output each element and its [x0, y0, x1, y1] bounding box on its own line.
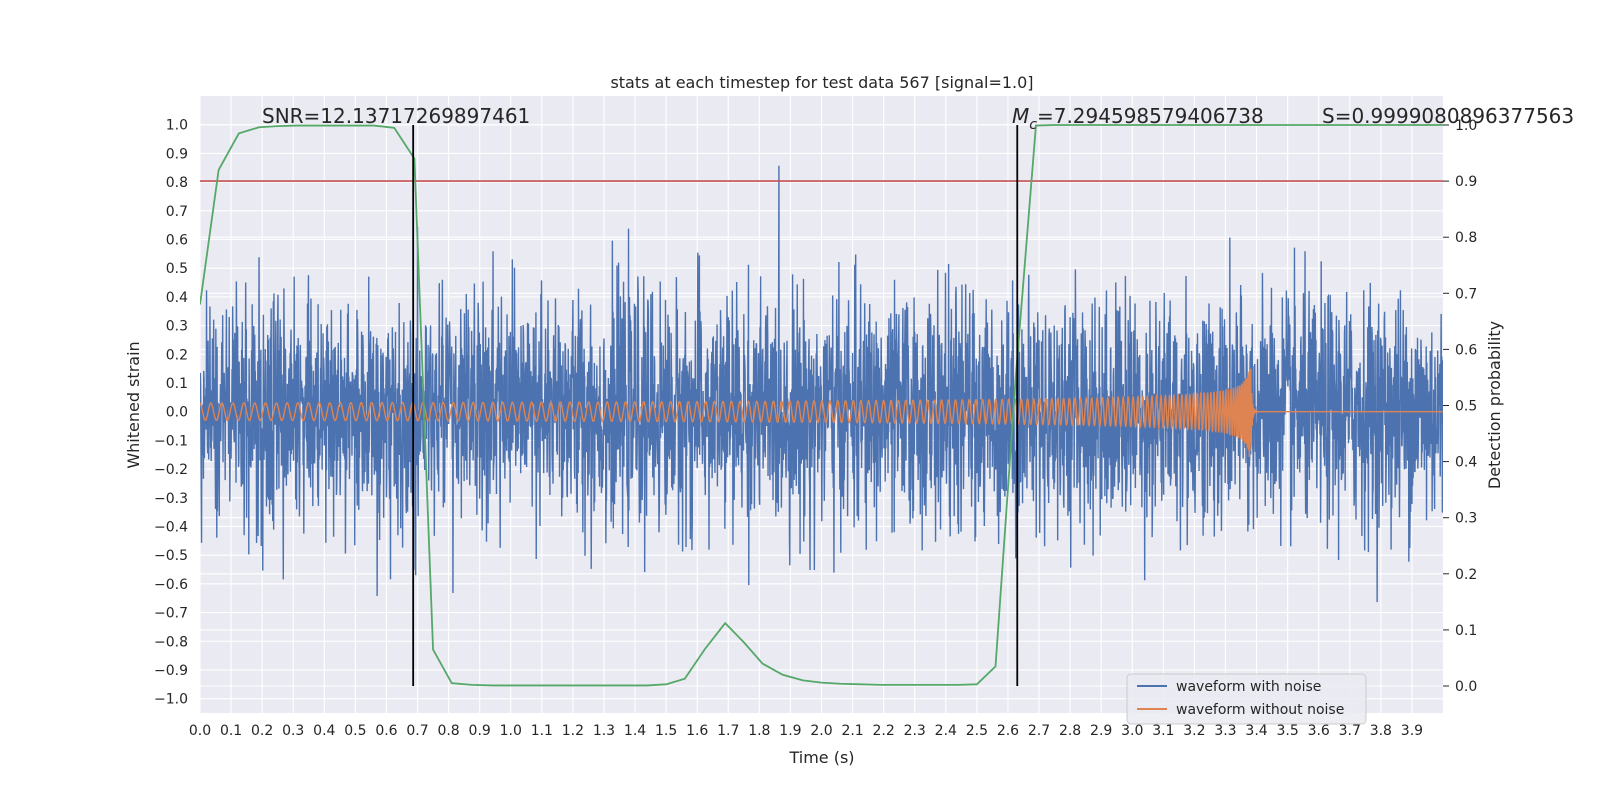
y2-tick-label: 0.4 — [1455, 455, 1477, 471]
x-tick-label: 3.9 — [1401, 723, 1423, 739]
series-detection-probability — [200, 124, 1443, 687]
y-tick-label: 0.2 — [166, 347, 188, 363]
x-tick-label: 3.7 — [1339, 723, 1361, 739]
y-tick-label: 0.0 — [166, 405, 188, 421]
x-axis-ticks: 0.0 0.1 0.2 0.3 0.4 0.5 0.6 0.7 0.8 0.9 1.0 1.1 1.2 1… — [189, 723, 1423, 739]
x-tick-label: 2.6 — [997, 723, 1019, 739]
x-tick-label: 1.8 — [748, 723, 770, 739]
x-tick-label: 3.3 — [1214, 723, 1236, 739]
y-tick-label: −0.1 — [154, 433, 188, 449]
y-tick-label: 0.9 — [166, 146, 188, 162]
y-tick-label: −0.2 — [154, 462, 188, 478]
x-tick-label: 1.0 — [500, 723, 522, 739]
x-tick-label: 0.6 — [375, 723, 397, 739]
chart-title: stats at each timestep for test data 567… — [610, 73, 1033, 92]
y-tick-label: 0.5 — [166, 261, 188, 277]
x-tick-label: 0.8 — [437, 723, 459, 739]
x-tick-label: 3.4 — [1245, 723, 1267, 739]
x-tick-label: 3.8 — [1370, 723, 1392, 739]
y2-tick-label: 0.6 — [1455, 342, 1477, 358]
x-axis-label: Time (s) — [788, 748, 854, 767]
x-tick-label: 1.2 — [562, 723, 584, 739]
y-tick-label: 1.0 — [166, 118, 188, 134]
y-tick-label: −0.3 — [154, 491, 188, 507]
y-axis-label: Whitened strain — [124, 341, 143, 468]
y2-tick-label: 0.8 — [1455, 230, 1477, 246]
y2-tick-label: 0.9 — [1455, 174, 1477, 190]
y2-tick-label: 1.0 — [1455, 118, 1477, 134]
x-tick-label: 2.2 — [873, 723, 895, 739]
chirp-mass-symbol: M — [1012, 104, 1029, 128]
legend: waveform with noise waveform without noi… — [1126, 673, 1367, 725]
x-tick-label: 0.4 — [313, 723, 335, 739]
x-tick-label: 1.4 — [624, 723, 646, 739]
y-tick-label: −0.7 — [154, 606, 188, 622]
y-tick-label: −0.4 — [154, 519, 188, 535]
y-tick-label: 0.8 — [166, 175, 188, 191]
x-tick-label: 1.5 — [655, 723, 677, 739]
y-tick-label: 0.6 — [166, 232, 188, 248]
x-tick-label: 0.3 — [282, 723, 304, 739]
y-tick-label: 0.4 — [166, 290, 188, 306]
y2-tick-label: 0.2 — [1455, 567, 1477, 583]
y-tick-label: −1.0 — [154, 692, 188, 708]
x-tick-label: 1.3 — [593, 723, 615, 739]
x-tick-label: 3.6 — [1308, 723, 1330, 739]
vertical-markers — [412, 125, 1019, 686]
y2-axis-ticks: 1.0 0.9 0.8 0.7 0.6 0.5 0.4 0.3 0.2 0.1 0.0 — [1443, 118, 1477, 695]
x-tick-label: 1.1 — [531, 723, 553, 739]
chirp-mass-value: =7.294598579406738 — [1037, 104, 1264, 128]
x-tick-label: 2.3 — [904, 723, 926, 739]
y2-tick-label: 0.3 — [1455, 511, 1477, 527]
chirp-mass-subscript: c — [1029, 117, 1037, 133]
x-tick-label: 3.5 — [1276, 723, 1298, 739]
y2-tick-label: 0.0 — [1455, 679, 1477, 695]
y-tick-label: −0.8 — [154, 634, 188, 650]
x-tick-label: 2.0 — [810, 723, 832, 739]
x-tick-label: 2.5 — [966, 723, 988, 739]
plot-area — [200, 124, 1443, 687]
x-tick-label: 0.0 — [189, 723, 211, 739]
x-tick-label: 2.9 — [1090, 723, 1112, 739]
y-tick-label: −0.9 — [154, 663, 188, 679]
y2-tick-label: 0.1 — [1455, 623, 1477, 639]
x-tick-label: 0.5 — [344, 723, 366, 739]
legend-box — [1126, 673, 1367, 725]
x-tick-label: 0.7 — [406, 723, 428, 739]
legend-label-waveform-without-noise: waveform without noise — [1176, 702, 1344, 718]
y-axis-ticks: 1.0 0.9 0.8 0.7 0.6 0.5 0.4 0.3 0.2 0.1 0.0 −0.1 −0.… — [154, 118, 188, 708]
detection-score-annotation: S=0.9999080896377563 — [1322, 104, 1574, 128]
x-tick-label: 0.2 — [251, 723, 273, 739]
x-tick-label: 1.6 — [686, 723, 708, 739]
x-tick-label: 0.9 — [469, 723, 491, 739]
y2-tick-label: 0.5 — [1455, 399, 1477, 415]
x-tick-label: 3.2 — [1183, 723, 1205, 739]
x-tick-label: 2.7 — [1028, 723, 1050, 739]
y2-tick-label: 0.7 — [1455, 286, 1477, 302]
x-tick-label: 2.8 — [1059, 723, 1081, 739]
y-tick-label: −0.5 — [154, 548, 188, 564]
snr-annotation: SNR=12.13717269897461 — [262, 104, 530, 128]
series-waveform-without-noise — [200, 368, 1443, 458]
x-tick-label: 2.1 — [841, 723, 863, 739]
x-tick-label: 1.9 — [779, 723, 801, 739]
x-tick-label: 3.1 — [1152, 723, 1174, 739]
y-tick-label: 0.1 — [166, 376, 188, 392]
y-tick-label: −0.6 — [154, 577, 188, 593]
y-tick-label: 0.7 — [166, 204, 188, 220]
x-tick-label: 3.0 — [1121, 723, 1143, 739]
x-tick-label: 1.7 — [717, 723, 739, 739]
x-tick-label: 2.4 — [935, 723, 957, 739]
legend-label-waveform-with-noise: waveform with noise — [1176, 679, 1321, 695]
x-tick-label: 0.1 — [220, 723, 242, 739]
y2-axis-label: Detection probability — [1485, 321, 1504, 489]
chirp-mass-annotation: Mc=7.294598579406738 — [1012, 104, 1264, 133]
y-tick-label: 0.3 — [166, 319, 188, 335]
